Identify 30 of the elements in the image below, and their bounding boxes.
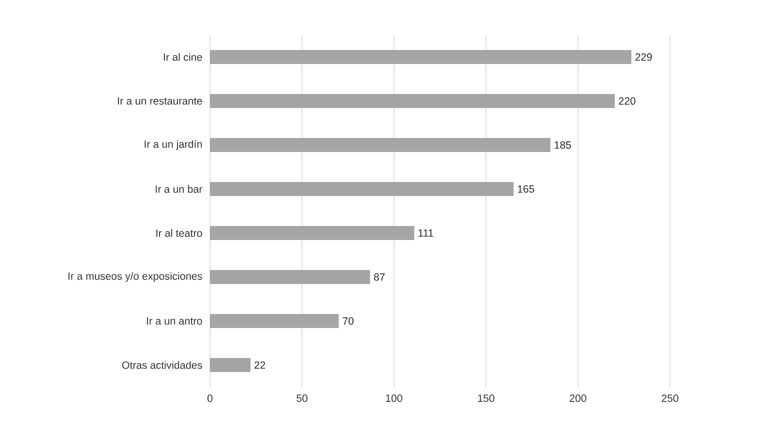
x-tick-label: 250 (662, 394, 678, 402)
y-tick-label: Ir al cine (164, 53, 202, 61)
y-tick-label: Ir a un antro (147, 317, 202, 325)
bar (210, 226, 414, 240)
data-label: 185 (554, 141, 571, 149)
data-label: 165 (518, 185, 534, 193)
x-tick-label: 150 (478, 394, 494, 402)
data-label: 229 (635, 53, 652, 61)
bar (210, 270, 370, 284)
data-label: 220 (618, 97, 636, 105)
data-label: 87 (374, 273, 385, 281)
x-tick-label: 100 (386, 394, 402, 402)
y-tick-label: Ir a museos y/o exposiciones (68, 272, 202, 282)
data-label: 22 (254, 361, 266, 369)
y-tick-label: Ir a un restaurante (118, 97, 202, 105)
y-tick-label: Ir al teatro (156, 229, 202, 237)
bar (210, 138, 550, 152)
x-tick-label: 50 (296, 394, 308, 402)
x-tick-label: 200 (570, 394, 586, 402)
y-tick-label: Ir a un bar (156, 185, 202, 193)
bar (210, 358, 250, 372)
bar (210, 182, 514, 196)
data-label: 111 (418, 229, 434, 237)
y-tick-label: Ir a un jardín (144, 140, 202, 150)
x-tick-label: 0 (208, 394, 212, 402)
data-label: 70 (342, 317, 354, 325)
bar (210, 314, 339, 328)
y-tick-label: Otras actividades (122, 361, 202, 369)
bar (210, 50, 632, 64)
bar (210, 94, 615, 108)
